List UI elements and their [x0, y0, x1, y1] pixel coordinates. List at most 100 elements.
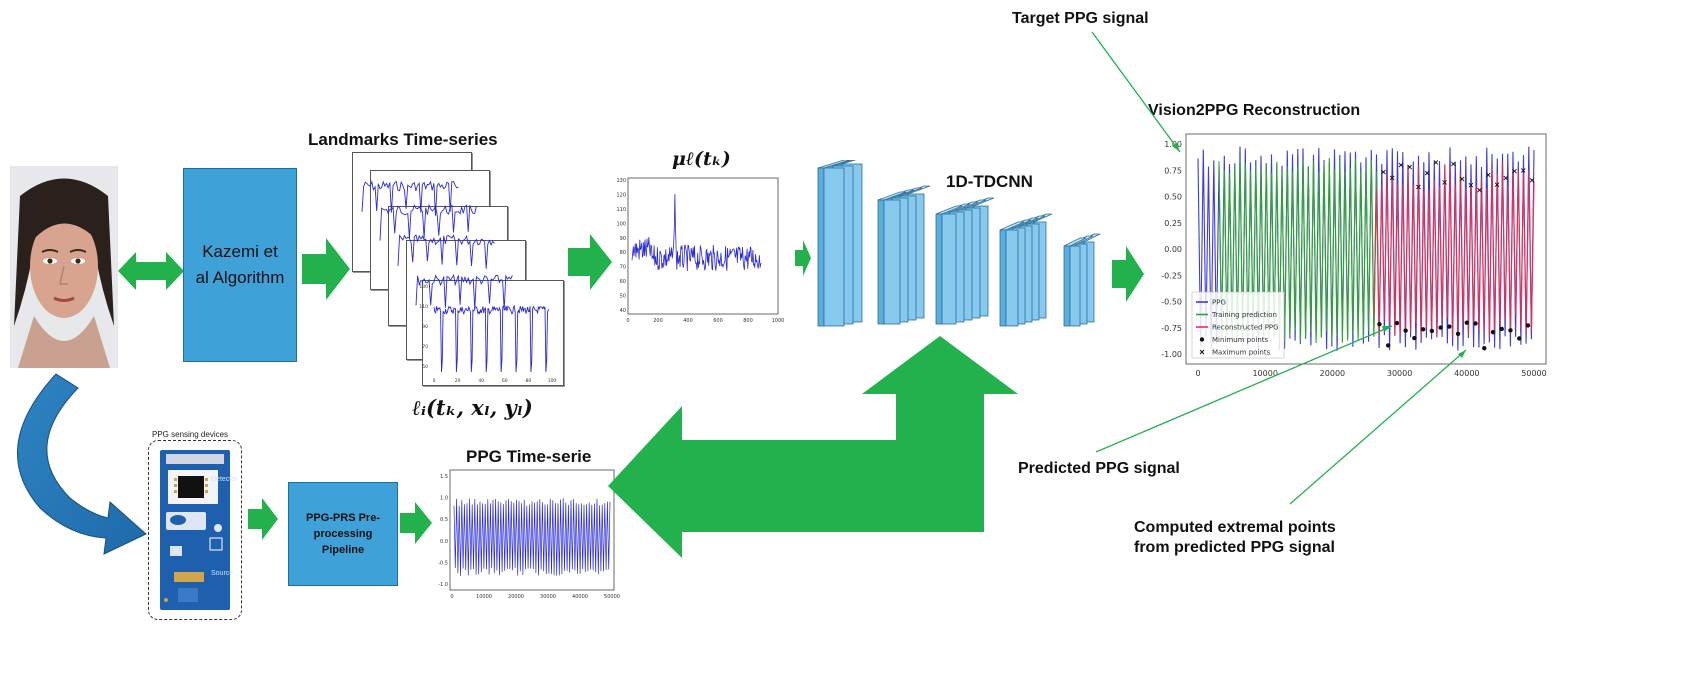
landmark-y-tick: 110 [419, 304, 428, 310]
arrow-right-icon [400, 502, 432, 544]
mean-plot-title: μℓ(tₖ) [672, 148, 731, 170]
landmark-x-tick: 0 [433, 378, 436, 384]
algorithm-label: Kazemi et al Algorithm [195, 242, 285, 287]
recon-y-tick: 0.25 [1164, 219, 1182, 228]
maximum-point [1485, 172, 1491, 178]
landmark-x-tick: 100 [548, 378, 557, 384]
ppg-x-tick: 20000 [508, 594, 524, 600]
ppg-y-tick: 1.5 [440, 474, 448, 480]
sensing-device-frame [148, 440, 242, 620]
mean-y-tick: 100 [616, 221, 626, 227]
landmark-y-tick: 70 [422, 344, 428, 350]
ppg-sensor-board [160, 450, 230, 610]
maximum-point [1424, 170, 1430, 176]
minimum-point [1464, 320, 1469, 325]
recon-x-tick: 0 [1195, 369, 1200, 378]
landmark-trace-4 [415, 273, 513, 311]
maximum-point [1451, 161, 1456, 167]
maximum-point [1477, 187, 1482, 193]
mean-y-tick: 40 [620, 308, 626, 314]
landmark-y-tick: 130 [419, 284, 428, 290]
sensing-title: PPG sensing devices [152, 430, 229, 439]
ppg-x-tick: 40000 [572, 594, 588, 600]
landmarks-formula: ℓᵢ(tₖ, xₗ, yₗ) [412, 395, 533, 420]
ppg-y-tick: -0.5 [438, 560, 448, 566]
maximum-point [1442, 180, 1447, 185]
arrow-right-icon [795, 240, 811, 276]
minimum-point [1385, 343, 1391, 348]
maximum-point [1398, 162, 1404, 168]
face-photo [10, 166, 118, 368]
minimum-point [1499, 326, 1504, 332]
minimum-point [1508, 328, 1513, 333]
mean-trace [631, 193, 762, 272]
mean-y-tick: 120 [616, 192, 626, 198]
legend-label: Training prediction [1211, 311, 1277, 319]
recon-reconstructed-series [1373, 162, 1535, 338]
ppg-y-tick: 0.5 [440, 517, 448, 523]
landmarks-traces: 130 110 90 70 50 0 20 40 60 80 100 [361, 180, 557, 384]
ppg-y-tick: 1.0 [440, 496, 448, 502]
arrow-right-icon [248, 498, 278, 540]
source-label: Source [211, 570, 234, 577]
predicted-annotation: Predicted PPG signal [1018, 460, 1180, 477]
maximum-point [1520, 168, 1526, 173]
mean-y-tick: 50 [620, 294, 626, 300]
recon-y-tick: 0.75 [1164, 166, 1182, 175]
ppg-x-tick: 10000 [476, 594, 492, 600]
recon-y-tick: -0.50 [1161, 298, 1182, 307]
extremal-annotation: Computed extremal points from predicted … [1134, 519, 1336, 556]
maximum-point [1468, 182, 1474, 188]
maximum-point [1512, 168, 1517, 174]
target-annotation: Target PPG signal [1012, 10, 1149, 27]
ppg-y-tick: -1.0 [438, 582, 448, 588]
minimum-point [1412, 335, 1417, 341]
ppg-trace [453, 498, 611, 576]
recon-y-tick: 0.00 [1164, 245, 1182, 254]
mean-x-tick: 600 [713, 318, 723, 324]
minimum-point [1482, 346, 1487, 351]
ppg-plot-frame [449, 469, 615, 591]
feedback-arrow-icon [608, 336, 1018, 558]
cnn-slab-face [1069, 245, 1081, 327]
detector-label: Detector [211, 476, 238, 483]
mean-y-tick: 80 [620, 250, 626, 256]
reconstruction-plot: 1.00 0.75 0.50 0.25 0.00 -0.25 -0.50 -0.75 -1.00… [1161, 133, 1547, 378]
maximum-point [1407, 164, 1412, 170]
mean-x-tick: 400 [683, 318, 693, 324]
preprocessing-box: PPG-PRS Pre-processing Pipeline [288, 482, 398, 586]
mean-x-tick: 0 [626, 318, 629, 324]
mean-y-tick: 60 [620, 279, 626, 285]
mean-x-tick: 200 [653, 318, 663, 324]
maximum-point [1529, 177, 1535, 183]
minimum-point [1403, 328, 1408, 333]
recon-y-tick: -0.75 [1161, 324, 1182, 333]
maximum-point [1459, 176, 1465, 182]
cnn-slab-edge [817, 167, 825, 327]
reconstruction-title: Vision2PPG Reconstruction [1148, 102, 1361, 119]
cnn-slab-edge [935, 213, 943, 325]
minimum-point [1394, 320, 1400, 326]
cnn-slab-face [823, 167, 845, 327]
maximum-point [1381, 169, 1386, 175]
cnn-slab-face [883, 199, 901, 325]
recon-x-tick: 20000 [1320, 369, 1345, 378]
recon-y-tick: 0.50 [1164, 193, 1182, 202]
recon-x-tick: 50000 [1521, 369, 1546, 378]
minimum-point [1438, 325, 1443, 330]
mean-plot: 130 120 110 100 90 80 70 60 50 400 200 400 600 800 100… [616, 177, 785, 324]
legend-label: Maximum points [1212, 349, 1271, 357]
minimum-point [1473, 321, 1478, 326]
mean-x-tick: 1000 [772, 318, 785, 324]
cnn-slab-edge [877, 199, 885, 325]
mean-y-tick: 70 [620, 265, 626, 271]
minimum-point [1429, 328, 1435, 334]
minimum-point [1517, 336, 1522, 341]
legend-label: PPG [1212, 299, 1226, 307]
recon-y-tick: -1.00 [1161, 350, 1182, 359]
recon-y-tick: -0.25 [1161, 271, 1182, 280]
landmark-front-trace [433, 304, 550, 373]
mean-y-tick: 110 [616, 207, 626, 213]
recon-x-tick: 10000 [1252, 369, 1277, 378]
landmark-y-tick: 50 [422, 364, 428, 370]
